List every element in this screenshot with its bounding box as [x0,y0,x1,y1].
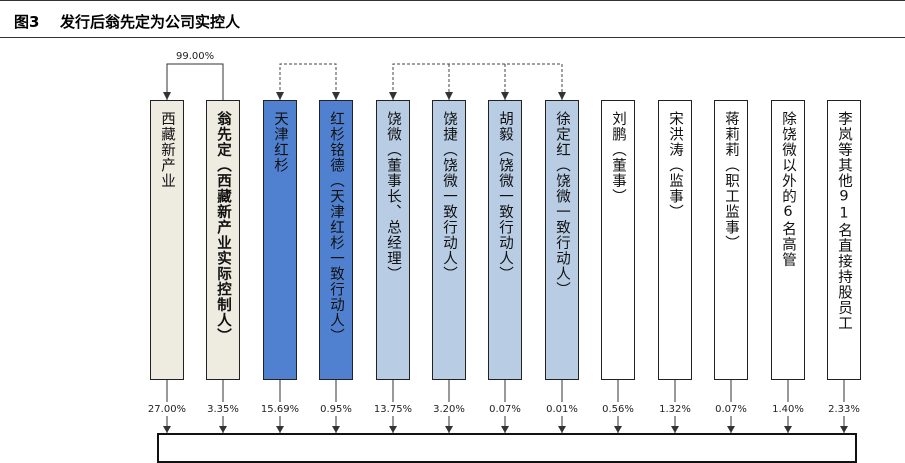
arrowhead-icon [784,426,792,433]
shareholding-pct: 1.32% [659,404,691,415]
shareholding-pct: 0.07% [489,404,521,415]
shareholder-box: 刘鹏（董事） [601,100,635,380]
shareholder-box: 蒋莉莉（职工监事） [714,100,748,380]
shareholder-name: 饶捷（饶微一致行动人） [441,111,457,282]
arrowhead-icon [332,426,340,433]
arrowhead-icon [276,92,284,100]
control-pct-label: 99.00% [176,51,215,62]
arrowhead-icon [614,426,622,433]
shareholder-name: 李岚等其他91名直接持股员工 [836,111,852,331]
shareholder-name: 胡毅（饶微一致行动人） [497,111,513,282]
shareholding-pct: 1.40% [772,404,804,415]
shareholder-name: 翁先定（西藏新产业实际控制人） [215,111,231,344]
shareholding-pct: 3.20% [433,404,465,415]
arrowhead-icon [501,426,509,433]
arrowhead-icon [389,426,397,433]
shareholder-box: 徐定红（饶微一致行动人） [545,100,579,380]
shareholding-pct: 13.75% [373,404,413,415]
arrowhead-icon [445,92,453,100]
arrowhead-icon [671,426,679,433]
shareholding-pct: 0.01% [546,404,578,415]
shareholder-name: 饶微（董事长、总经理） [385,111,401,282]
shareholder-box: 红杉铭德（天津红杉一致行动人） [319,100,353,380]
shareholder-box: 饶捷（饶微一致行动人） [432,100,466,380]
figure-label: 图3 [14,13,40,31]
shareholding-pct: 0.56% [602,404,634,415]
shareholder-name: 宋洪涛（监事） [667,111,683,220]
concert-link-hongshan [279,63,337,100]
shareholder-name: 除饶微以外的6名高管 [780,111,796,268]
shareholder-box: 西藏新产业 [150,100,184,380]
shareholder-box: 胡毅（饶微一致行动人） [488,100,522,380]
arrowhead-icon [332,92,340,100]
arrowhead-icon [219,426,227,433]
arrowhead-icon [163,92,171,100]
shareholding-pct: 0.07% [715,404,747,415]
arrowhead-icon [445,426,453,433]
shareholder-name: 天津红杉 [272,111,288,173]
arrowhead-icon [276,426,284,433]
shareholder-box: 宋洪涛（监事） [658,100,692,380]
arrowhead-icon [501,92,509,100]
arrowhead-icon [558,426,566,433]
shareholding-pct: 3.35% [207,404,239,415]
shareholding-pct: 0.95% [320,404,352,415]
shareholder-name: 西藏新产业 [159,111,175,189]
arrowhead-icon [840,426,848,433]
shareholder-box: 翁先定（西藏新产业实际控制人） [206,100,240,380]
shareholding-pct: 2.33% [828,404,860,415]
arrowhead-icon [727,426,735,433]
shareholding-pct: 27.00% [147,404,187,415]
connector-lines [163,63,848,433]
shareholder-box: 天津红杉 [263,100,297,380]
shareholding-pct: 15.69% [260,404,300,415]
shareholder-box: 饶微（董事长、总经理） [376,100,410,380]
company-box [157,433,857,463]
concert-link-raowei [392,63,563,100]
figure-title: 发行后翁先定为公司实控人 [60,13,241,31]
control-link-line [166,63,224,100]
arrowhead-icon [163,426,171,433]
arrowhead-icon [389,92,397,100]
figure-title-bar: 图3 发行后翁先定为公司实控人 [0,0,905,38]
shareholder-name: 蒋莉莉（职工监事） [723,111,739,251]
arrowhead-icon [558,92,566,100]
shareholder-box: 除饶微以外的6名高管 [771,100,805,380]
shareholder-name: 红杉铭德（天津红杉一致行动人） [328,111,344,344]
shareholder-name: 刘鹏（董事） [610,111,626,204]
shareholder-name: 徐定红（饶微一致行动人） [554,111,570,297]
shareholder-box: 李岚等其他91名直接持股员工 [827,100,861,380]
